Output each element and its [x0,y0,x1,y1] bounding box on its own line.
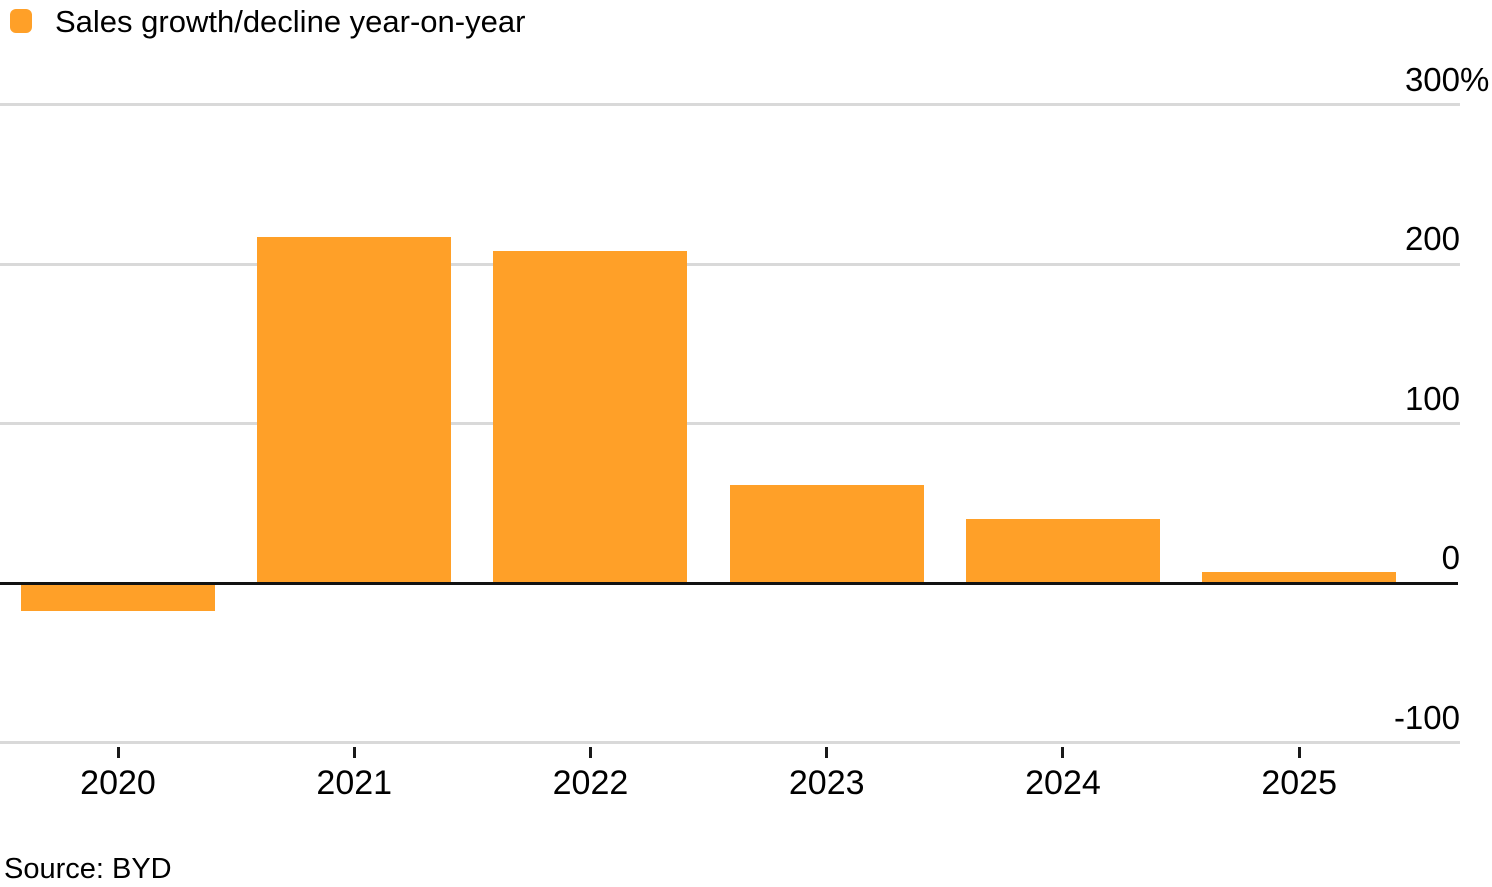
gridline-y-100 [0,422,1460,425]
x-axis-label-2025: 2025 [1261,764,1337,802]
bar-2023 [729,484,924,583]
legend: Sales growth/decline year-on-year [10,4,525,40]
gridline-y-300 [0,103,1460,106]
x-axis-label-2022: 2022 [552,764,629,802]
x-axis-label-2024: 2024 [1025,764,1101,802]
source-note: Source: BYD [4,853,172,885]
bar-2022 [493,251,688,583]
x-axis-label-2023: 2023 [788,764,865,802]
x-axis-tick-2024 [1061,747,1065,758]
legend-label: Sales growth/decline year-on-year [55,4,526,39]
y-axis-tick-label-100: 100 [1404,379,1460,417]
percent-suffix: % [1460,60,1490,98]
gridline-y-200 [0,262,1460,266]
y-axis-tick-label-200: 200 [1404,220,1460,257]
bar-2024 [965,519,1160,583]
y-axis-tick-label-300: 300% [1404,60,1490,98]
legend-swatch-icon [10,9,32,33]
gridline-y--100 [0,741,1460,744]
x-axis-label-2021: 2021 [316,764,393,802]
x-axis-tick-2021 [352,747,356,758]
bar-2020 [21,583,215,611]
plot-area: 300% 200 100 0 -100 2020 2021 2022 2023 2024 2025 [0,60,1490,802]
y-axis-tick-label--100: -100 [1393,698,1460,736]
x-axis-tick-2023 [825,747,829,758]
zero-baseline [0,581,1458,585]
x-axis-tick-2025 [1297,747,1301,758]
x-axis-tick-2020 [116,747,120,758]
y-axis-tick-label-0: 0 [1441,539,1460,576]
bar-2025 [1202,571,1397,583]
x-axis-label-2020: 2020 [80,764,156,802]
bar-2021 [257,236,452,583]
x-axis-tick-2022 [588,747,592,758]
